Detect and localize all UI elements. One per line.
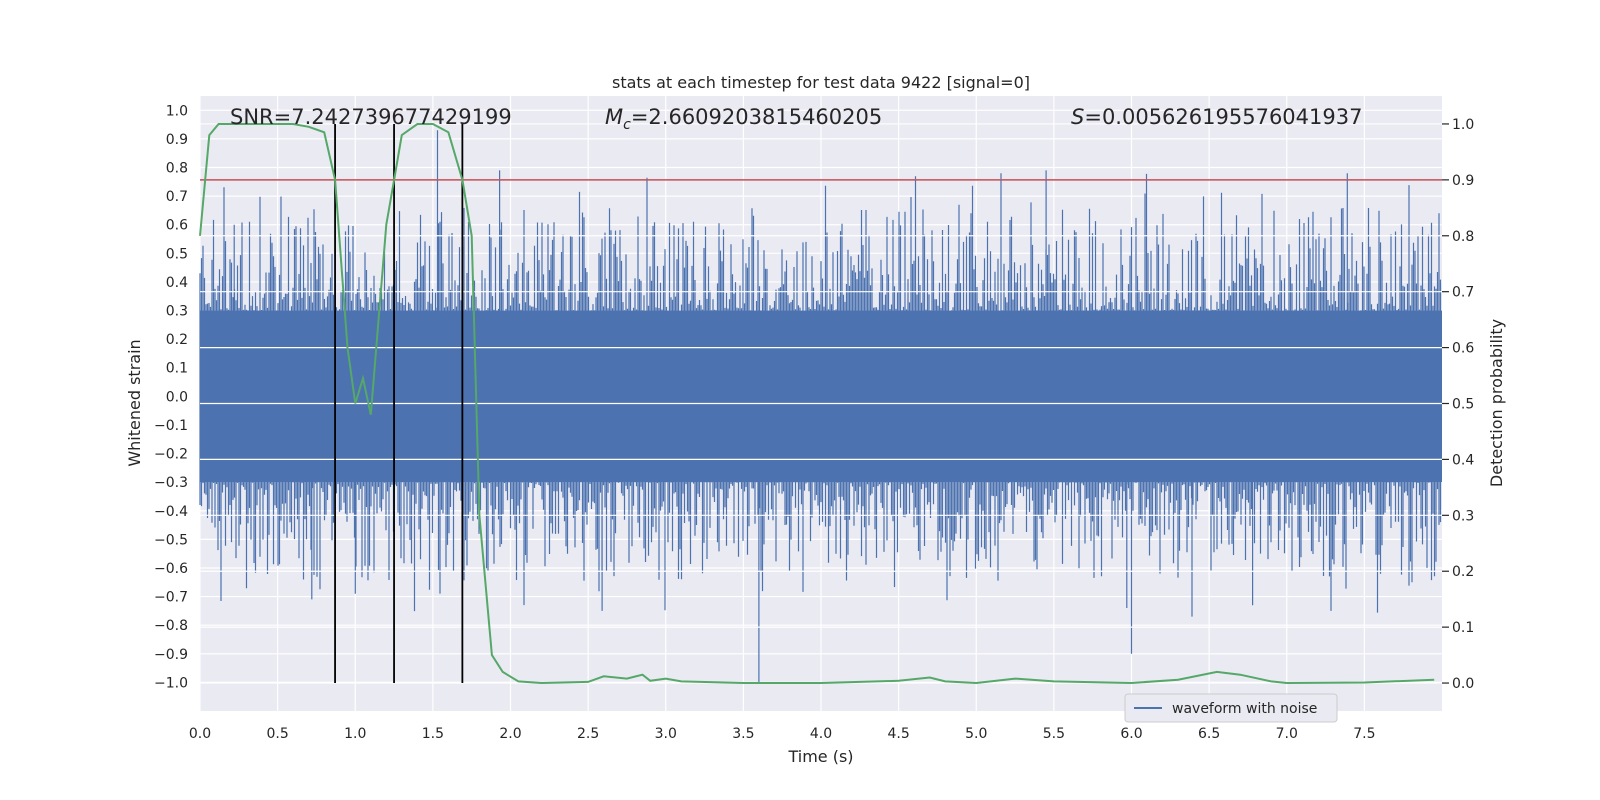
x-tick-label: 7.0 — [1276, 726, 1298, 742]
chirp-mass-annotation: Mc=2.6609203815460205 — [605, 105, 882, 133]
y-tick-label: 0.5 — [166, 246, 188, 262]
y-tick-label: −0.7 — [154, 590, 188, 606]
x-tick-label: 4.5 — [887, 726, 909, 742]
x-tick-label: 0.5 — [266, 726, 288, 742]
y-tick-label: 0.6 — [166, 218, 188, 234]
vertical-markers — [334, 123, 464, 684]
s-symbol: S — [1071, 105, 1084, 129]
chart-title: stats at each timestep for test data 942… — [612, 73, 1030, 92]
x-tick-label: 2.5 — [577, 726, 599, 742]
x-tick-label: 4.0 — [810, 726, 832, 742]
y-tick-label: −0.3 — [154, 475, 188, 491]
y-tick-label: −0.1 — [154, 418, 188, 434]
x-tick-label: 3.5 — [732, 726, 754, 742]
x-tick-label: 6.5 — [1198, 726, 1220, 742]
right-tick-labels: 1.0 0.9 0.8 0.7 0.6 0.5 0.4 0.3 0.2 0.1 0.0 — [1442, 117, 1474, 692]
y-tick-label: −1.0 — [154, 675, 188, 691]
y-tick-label: −0.6 — [154, 561, 188, 577]
x-tick-label: 2.0 — [499, 726, 521, 742]
right-tick-label: 0.2 — [1452, 564, 1474, 580]
y-tick-label: 0.9 — [166, 132, 188, 148]
right-tick-label: 0.1 — [1452, 620, 1474, 636]
x-tick-label: 5.5 — [1043, 726, 1065, 742]
snr-annotation: SNR=7.242739677429199 — [230, 105, 512, 129]
legend-label: waveform with noise — [1172, 701, 1317, 717]
x-tick-label: 1.5 — [422, 726, 444, 742]
y-tick-label: −0.4 — [154, 504, 188, 520]
s-value: =0.005626195576041937 — [1084, 105, 1362, 129]
x-tick-label: 6.0 — [1120, 726, 1142, 742]
legend: waveform with noise — [1124, 693, 1338, 723]
detection-probability-line — [199, 123, 1435, 685]
x-tick-label: 0.0 — [189, 726, 211, 742]
y-tick-label: 0.1 — [166, 361, 188, 377]
mc-symbol: M — [605, 105, 623, 129]
x-tick-labels: 0.0 0.5 1.0 1.5 2.0 2.5 3.0 3.5 4.0 4.5 5.0 5.5 6.0 6… — [189, 726, 1376, 742]
y-tick-label: −0.2 — [154, 447, 188, 463]
right-tick-label: 0.6 — [1452, 341, 1474, 357]
score-annotation: S=0.005626195576041937 — [1071, 105, 1362, 129]
y-tick-label: −0.8 — [154, 618, 188, 634]
x-tick-label: 7.5 — [1353, 726, 1375, 742]
right-tick-label: 0.4 — [1452, 452, 1474, 468]
x-tick-label: 5.0 — [965, 726, 987, 742]
y-tick-label: 0.3 — [166, 304, 188, 320]
right-tick-label: 0.0 — [1452, 676, 1474, 692]
y-tick-label: 0.7 — [166, 189, 188, 205]
right-axis-label: Detection probability — [1487, 319, 1506, 487]
y-tick-label: 0.0 — [166, 389, 188, 405]
right-tick-label: 0.7 — [1452, 285, 1474, 301]
right-tick-label: 0.8 — [1452, 229, 1474, 245]
mc-subscript: c — [623, 117, 631, 133]
y-tick-labels: 1.0 0.9 0.8 0.7 0.6 0.5 0.4 0.3 0.2 0.1 0.0 −0.1 −0.… — [154, 103, 188, 691]
y-tick-label: 1.0 — [166, 103, 188, 119]
y-tick-label: 0.8 — [166, 161, 188, 177]
y-tick-label: −0.9 — [154, 647, 188, 663]
x-axis-label: Time (s) — [787, 747, 853, 766]
y-tick-label: 0.4 — [166, 275, 188, 291]
legend-box — [1124, 693, 1338, 723]
x-tick-label: 3.0 — [655, 726, 677, 742]
right-tick-label: 0.3 — [1452, 508, 1474, 524]
y-tick-label: 0.2 — [166, 332, 188, 348]
right-tick-label: 0.9 — [1452, 173, 1474, 189]
y-tick-label: −0.5 — [154, 532, 188, 548]
mc-value: =2.6609203815460205 — [631, 105, 882, 129]
y-axis-label: Whitened strain — [125, 339, 144, 466]
x-tick-label: 1.0 — [344, 726, 366, 742]
right-tick-label: 0.5 — [1452, 397, 1474, 413]
right-tick-label: 1.0 — [1452, 117, 1474, 133]
waveform-series — [199, 130, 1442, 683]
